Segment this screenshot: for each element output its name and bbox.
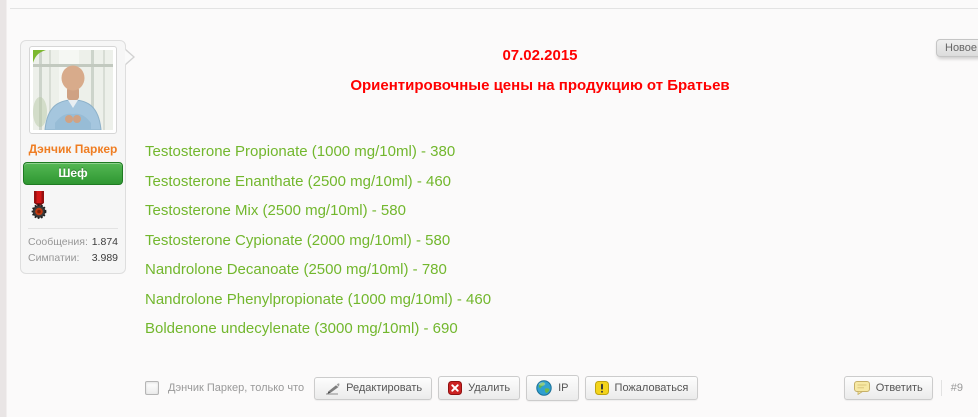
price-line: Testosterone Enanthate (2500 mg/10ml) - …	[145, 172, 452, 190]
price-line: Testosterone Cypionate (2000 mg/10ml) - …	[145, 231, 451, 249]
edit-button-label: Редактировать	[346, 382, 423, 394]
report-button[interactable]: Пожаловаться	[584, 376, 699, 400]
price-list: Testosterone Propionate (1000 mg/10ml) -…	[145, 137, 935, 344]
delete-button-label: Удалить	[468, 382, 511, 394]
stat-row: Симпатии: 3.989	[28, 250, 118, 266]
ip-button[interactable]: IP	[526, 375, 579, 401]
select-post-checkbox[interactable]	[145, 381, 159, 395]
price-line: Nandrolone Decanoate (2500 mg/10ml) - 78…	[145, 261, 447, 278]
user-stats: Сообщения: 1.874 Симпатии: 3.989	[28, 228, 118, 266]
ip-button-label: IP	[558, 382, 569, 394]
post-date: 07.02.2015	[502, 47, 578, 64]
globe-icon	[536, 380, 552, 396]
avatar[interactable]	[29, 46, 117, 134]
card-pointer-fill	[125, 50, 133, 64]
post-toolbar: Дэнчик Паркер, только что Редактировать …	[145, 374, 963, 402]
speech-bubble-icon	[853, 381, 870, 395]
stat-label: Сообщения:	[28, 236, 88, 248]
post-divider	[10, 8, 978, 9]
medal-icon	[31, 191, 47, 219]
report-button-label: Пожаловаться	[614, 382, 689, 394]
price-line: Testosterone Propionate (1000 mg/10ml) -…	[145, 143, 456, 160]
stat-value: 3.989	[91, 252, 118, 264]
new-post-badge[interactable]: Новое	[936, 39, 978, 57]
stat-row: Сообщения: 1.874	[28, 234, 118, 250]
post-body: 07.02.2015 Ориентировочные цены на проду…	[145, 40, 935, 344]
delete-button[interactable]: Удалить	[438, 376, 521, 400]
post-title: Ориентировочные цены на продукцию от Бра…	[350, 77, 730, 94]
post-number-permalink[interactable]: #9	[940, 380, 963, 396]
username[interactable]: Дэнчик Паркер	[28, 142, 118, 156]
online-leaf-icon	[33, 50, 46, 63]
user-card: Дэнчик Паркер Шеф Сообщения: 1.874 Симпа…	[20, 40, 126, 274]
price-line: Nandrolone Phenylpropionate (1000 mg/10m…	[145, 290, 492, 308]
reply-button-label: Ответить	[875, 382, 923, 394]
price-line: Testosterone Mix (2500 mg/10ml) - 580	[145, 202, 406, 219]
warning-icon	[594, 381, 609, 395]
stat-value: 1.874	[91, 236, 118, 248]
author-timestamp-link[interactable]: Дэнчик Паркер, только что	[168, 382, 305, 394]
user-photo	[33, 50, 113, 130]
price-line: Boldenone undecylenate (3000 mg/10ml) - …	[145, 320, 458, 337]
pencil-icon	[326, 382, 340, 395]
reply-button[interactable]: Ответить	[843, 376, 933, 400]
red-x-icon	[448, 381, 463, 395]
page-left-edge	[0, 0, 7, 417]
stat-label: Симпатии:	[28, 252, 80, 264]
user-role-banner: Шеф	[23, 162, 123, 185]
edit-button[interactable]: Редактировать	[314, 376, 433, 400]
